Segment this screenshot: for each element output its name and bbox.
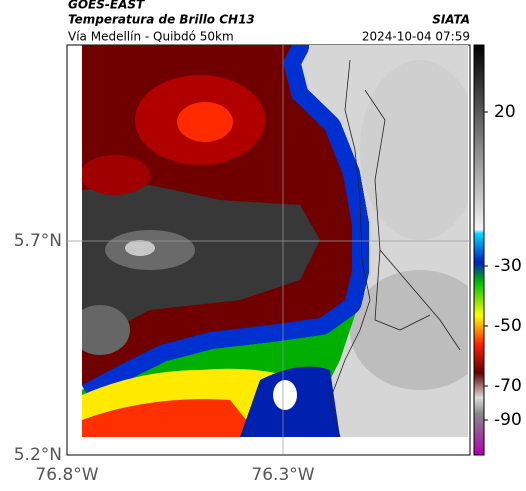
source: SIATA	[432, 13, 470, 27]
colorbar-tick-label: -50	[494, 316, 522, 336]
timestamp: 2024-10-04 07:59	[362, 30, 470, 44]
subtitle: Vía Medellín - Quibdó 50km	[68, 30, 234, 44]
satellite-image	[82, 45, 468, 437]
colorbar	[473, 44, 485, 456]
x-tick-label: 76.3°W	[251, 465, 314, 485]
colorbar-tick-label: -70	[494, 376, 522, 396]
colorbar-tick-label: -90	[494, 410, 522, 430]
y-tick-label: 5.7°N	[14, 231, 62, 251]
colorbar-tick-label: -30	[494, 256, 522, 276]
title: Temperatura de Brillo CH13	[68, 13, 255, 27]
x-tick-label: 76.8°W	[35, 465, 98, 485]
satellite: GOES-EAST	[68, 0, 145, 12]
colorbar-ticks	[484, 111, 488, 421]
y-tick-label: 5.2°N	[14, 445, 62, 465]
colorbar-tick-label: 20	[494, 102, 516, 122]
